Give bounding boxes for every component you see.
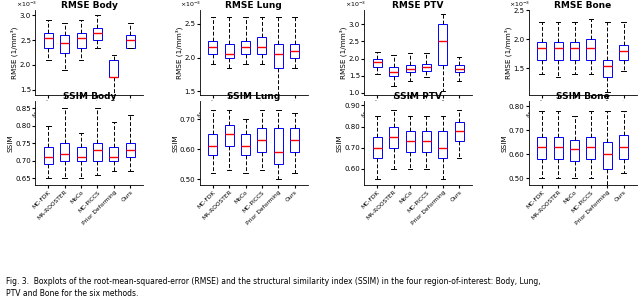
PathPatch shape xyxy=(93,143,102,161)
PathPatch shape xyxy=(422,64,431,71)
Y-axis label: RMSE (1/mm³): RMSE (1/mm³) xyxy=(11,26,19,79)
PathPatch shape xyxy=(537,137,546,159)
PathPatch shape xyxy=(537,42,546,60)
PathPatch shape xyxy=(109,60,118,77)
PathPatch shape xyxy=(60,35,69,53)
PathPatch shape xyxy=(225,44,234,57)
PathPatch shape xyxy=(77,33,86,48)
PathPatch shape xyxy=(406,65,415,72)
Y-axis label: SSIM: SSIM xyxy=(8,135,14,152)
Title: RMSE Body: RMSE Body xyxy=(61,1,118,10)
PathPatch shape xyxy=(109,147,118,161)
Text: $\times10^{-3}$: $\times10^{-3}$ xyxy=(16,0,37,9)
PathPatch shape xyxy=(241,134,250,155)
PathPatch shape xyxy=(570,140,579,161)
PathPatch shape xyxy=(208,41,218,54)
PathPatch shape xyxy=(619,135,628,159)
Y-axis label: SSIM: SSIM xyxy=(337,135,343,152)
Y-axis label: SSIM: SSIM xyxy=(172,135,179,152)
PathPatch shape xyxy=(570,42,579,60)
Title: SSIM Body: SSIM Body xyxy=(63,92,116,101)
PathPatch shape xyxy=(291,128,300,152)
PathPatch shape xyxy=(274,128,283,164)
Y-axis label: RMSE (1/mm³): RMSE (1/mm³) xyxy=(340,26,348,79)
PathPatch shape xyxy=(60,143,69,161)
Text: $\times10^{-3}$: $\times10^{-3}$ xyxy=(180,0,202,9)
PathPatch shape xyxy=(389,67,398,76)
PathPatch shape xyxy=(77,147,86,161)
PathPatch shape xyxy=(274,44,283,68)
PathPatch shape xyxy=(93,28,102,40)
Text: Fig. 3.  Boxplots of the root-mean-squared-error (RMSE) and the structural simil: Fig. 3. Boxplots of the root-mean-square… xyxy=(6,277,541,298)
Y-axis label: RMSE (1/mm³): RMSE (1/mm³) xyxy=(175,26,183,79)
PathPatch shape xyxy=(225,125,234,146)
Title: SSIM Lung: SSIM Lung xyxy=(227,92,280,101)
Title: RMSE PTV: RMSE PTV xyxy=(392,1,444,10)
PathPatch shape xyxy=(126,35,135,48)
PathPatch shape xyxy=(554,137,563,159)
Text: $\times10^{-3}$: $\times10^{-3}$ xyxy=(345,0,366,9)
Title: SSIM Bone: SSIM Bone xyxy=(556,92,609,101)
PathPatch shape xyxy=(454,65,464,72)
PathPatch shape xyxy=(44,33,53,48)
PathPatch shape xyxy=(208,134,218,155)
PathPatch shape xyxy=(554,42,563,60)
Title: RMSE Bone: RMSE Bone xyxy=(554,1,611,10)
PathPatch shape xyxy=(44,147,53,164)
PathPatch shape xyxy=(603,60,612,77)
PathPatch shape xyxy=(372,137,381,158)
PathPatch shape xyxy=(438,131,447,158)
Y-axis label: RMSE (1/mm³): RMSE (1/mm³) xyxy=(504,26,512,79)
PathPatch shape xyxy=(603,142,612,169)
PathPatch shape xyxy=(257,128,266,152)
PathPatch shape xyxy=(586,137,595,159)
PathPatch shape xyxy=(454,122,464,141)
PathPatch shape xyxy=(619,45,628,60)
PathPatch shape xyxy=(438,24,447,65)
PathPatch shape xyxy=(586,39,595,60)
PathPatch shape xyxy=(126,143,135,157)
PathPatch shape xyxy=(422,131,431,152)
PathPatch shape xyxy=(257,37,266,54)
Text: $\times10^{-3}$: $\times10^{-3}$ xyxy=(509,0,531,9)
PathPatch shape xyxy=(406,131,415,152)
PathPatch shape xyxy=(241,41,250,54)
Title: RMSE Lung: RMSE Lung xyxy=(225,1,282,10)
PathPatch shape xyxy=(389,126,398,147)
PathPatch shape xyxy=(291,44,300,57)
Title: SSIM PTV: SSIM PTV xyxy=(394,92,442,101)
PathPatch shape xyxy=(372,59,381,67)
Y-axis label: SSIM: SSIM xyxy=(501,135,508,152)
